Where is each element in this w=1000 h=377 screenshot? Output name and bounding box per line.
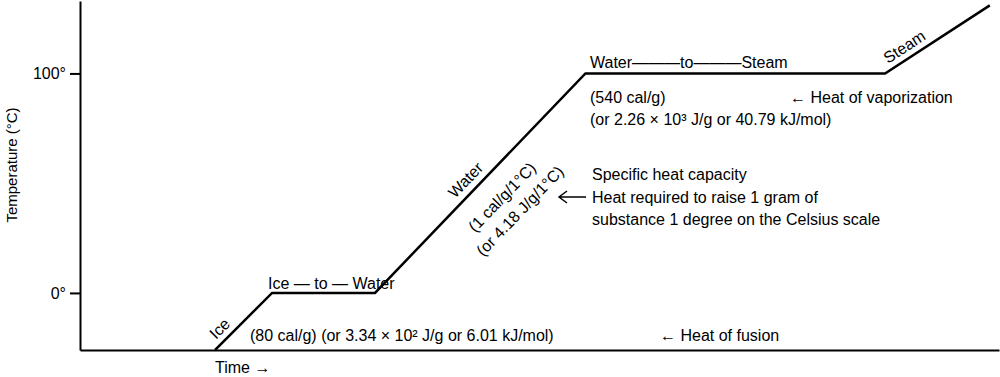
y-axis-line [80, 2, 82, 351]
annotation: Specific heat capacity [592, 166, 747, 183]
y-tick-label: 100° [33, 65, 66, 82]
y-tick-mark [70, 292, 80, 294]
annotation: Water———to———Steam [590, 54, 788, 71]
y-tick: 0° [51, 285, 80, 302]
annotation: (540 cal/g) [590, 89, 666, 106]
y-tick-mark [70, 73, 80, 75]
x-axis [81, 350, 1000, 351]
y-axis-title: Temperature (°C) [3, 107, 20, 222]
chart: 0° 100° Time → Temperature (°C) Ice Ice — to … [0, 0, 1000, 377]
annotation: ← Heat of fusion [660, 327, 779, 344]
annotation: substance 1 degree on the Celsius scale [592, 211, 880, 228]
annotation: Water [445, 159, 487, 202]
x-axis-line [81, 350, 1000, 352]
heating-curve [215, 5, 990, 350]
annotation: Ice — to — Water [268, 275, 395, 292]
y-tick-label: 0° [51, 285, 66, 302]
x-axis-title: Time → [215, 359, 270, 376]
annotation: ← Heat of vaporization [790, 89, 953, 106]
plot-area [215, 5, 990, 350]
y-axis: 0° 100° [33, 2, 81, 351]
pointer-arrow [559, 191, 586, 203]
annotation: Ice [206, 315, 233, 342]
annotation: (or 4.18 J/g/1°C) [473, 163, 567, 259]
annotation: (80 cal/g) (or 3.34 × 10² J/g or 6.01 kJ… [250, 327, 554, 344]
annotation: Steam [880, 27, 928, 66]
y-tick: 100° [33, 65, 80, 82]
annotations: IceIce — to — WaterWater(1 cal/g/1°C)(or… [206, 27, 953, 344]
annotation: Heat required to raise 1 gram of [592, 189, 818, 206]
annotation: (or 2.26 × 10³ J/g or 40.79 kJ/mol) [590, 111, 831, 128]
